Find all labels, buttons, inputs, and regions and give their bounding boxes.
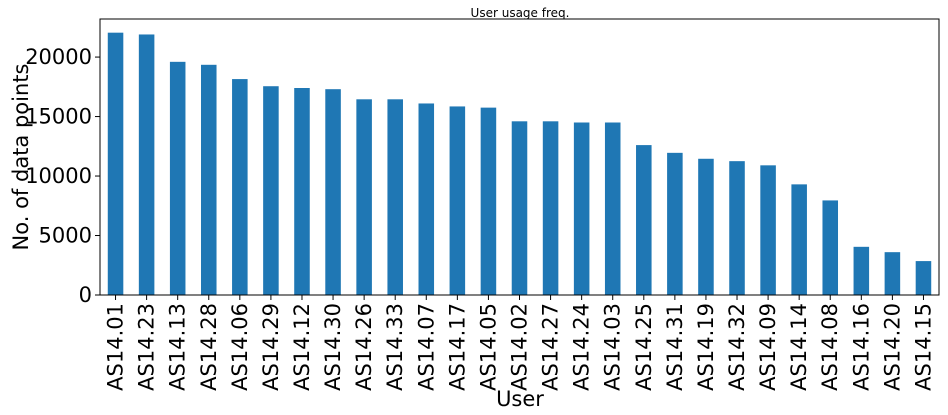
x-tick-label: AS14.20 xyxy=(880,303,904,391)
bar-AS14.20 xyxy=(884,252,901,295)
x-tick-label: AS14.24 xyxy=(570,303,594,391)
bar-AS14.02 xyxy=(511,121,528,295)
bar-AS14.32 xyxy=(729,161,745,295)
bar-AS14.27 xyxy=(542,121,559,295)
x-tick-label: AS14.06 xyxy=(228,303,252,391)
bar-AS14.25 xyxy=(636,145,652,295)
bar-AS14.01 xyxy=(107,32,124,296)
x-tick-label: AS14.09 xyxy=(756,303,780,391)
bars-group xyxy=(107,32,932,296)
bar-AS14.12 xyxy=(294,88,310,295)
x-tick-label: AS14.28 xyxy=(197,303,221,391)
bar-AS14.26 xyxy=(356,99,372,295)
x-tick-label: AS14.01 xyxy=(104,303,128,391)
x-tick-label: AS14.07 xyxy=(414,303,438,391)
x-tick-label: AS14.17 xyxy=(445,303,469,391)
x-tick-label: AS14.02 xyxy=(508,303,532,391)
bar-AS14.15 xyxy=(915,261,932,295)
x-tick-label: AS14.03 xyxy=(601,303,625,391)
y-tick-label: 5000 xyxy=(39,224,92,248)
x-tick-label: AS14.05 xyxy=(476,303,500,391)
bar-AS14.28 xyxy=(200,64,217,295)
x-tick-label: AS14.27 xyxy=(539,303,563,391)
bar-AS14.14 xyxy=(791,184,807,295)
x-tick-label: AS14.15 xyxy=(911,303,935,391)
x-tick-label: AS14.33 xyxy=(383,303,407,391)
x-tick-label: AS14.31 xyxy=(663,303,687,391)
x-tick-label: AS14.30 xyxy=(321,303,345,391)
bar-AS14.03 xyxy=(604,122,621,295)
bar-AS14.24 xyxy=(573,122,590,295)
y-axis: 0 5000 10000 15000 20000 xyxy=(25,45,100,307)
bar-AS14.31 xyxy=(667,152,683,295)
x-tick-label: AS14.08 xyxy=(818,303,842,391)
bar-AS14.30 xyxy=(325,89,341,295)
bar-AS14.08 xyxy=(822,200,839,295)
bar-AS14.19 xyxy=(698,158,714,295)
bar-AS14.23 xyxy=(138,34,155,295)
x-tick-label: AS14.12 xyxy=(290,303,314,391)
x-tick-label: AS14.26 xyxy=(352,303,376,391)
y-tick-label: 0 xyxy=(79,283,92,307)
bar-AS14.09 xyxy=(760,165,776,295)
bar-AS14.07 xyxy=(418,103,435,295)
x-tick-label: AS14.14 xyxy=(787,303,811,391)
y-tick-label: 15000 xyxy=(25,105,92,129)
bar-AS14.13 xyxy=(169,61,186,295)
y-tick-label: 20000 xyxy=(25,45,92,69)
chart-title: User usage freq. xyxy=(471,6,570,20)
bar-AS14.16 xyxy=(853,246,870,295)
bar-AS14.17 xyxy=(449,106,466,295)
x-axis-title: User xyxy=(496,387,544,411)
bar-AS14.05 xyxy=(480,107,497,295)
x-tick-label: AS14.19 xyxy=(694,303,718,391)
x-tick-label: AS14.13 xyxy=(166,303,190,391)
bar-AS14.33 xyxy=(387,99,403,295)
x-tick-label: AS14.23 xyxy=(135,303,159,391)
x-tick-label: AS14.25 xyxy=(632,303,656,391)
y-axis-title: No. of data points xyxy=(9,64,33,251)
bar-AS14.06 xyxy=(232,79,248,295)
x-tick-label: AS14.29 xyxy=(259,303,283,391)
x-tick-label: AS14.16 xyxy=(849,303,873,391)
x-axis: AS14.01 AS14.23 AS14.13 AS14.28 AS14.06 AS14.… xyxy=(104,295,935,391)
y-tick-label: 10000 xyxy=(25,164,92,188)
x-tick-label: AS14.32 xyxy=(725,303,749,391)
plot-frame xyxy=(99,18,940,296)
bar-AS14.29 xyxy=(263,86,279,295)
